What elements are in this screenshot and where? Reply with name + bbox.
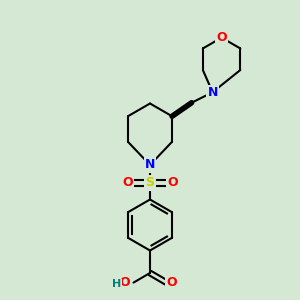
Text: O: O [216,31,227,44]
Text: O: O [122,176,133,190]
Text: N: N [207,86,218,99]
Text: S: S [146,176,154,190]
Text: N: N [145,158,155,172]
Text: O: O [120,276,130,289]
Text: O: O [167,276,177,289]
Text: O: O [167,176,178,190]
Polygon shape [172,101,192,116]
Text: H: H [112,279,122,289]
